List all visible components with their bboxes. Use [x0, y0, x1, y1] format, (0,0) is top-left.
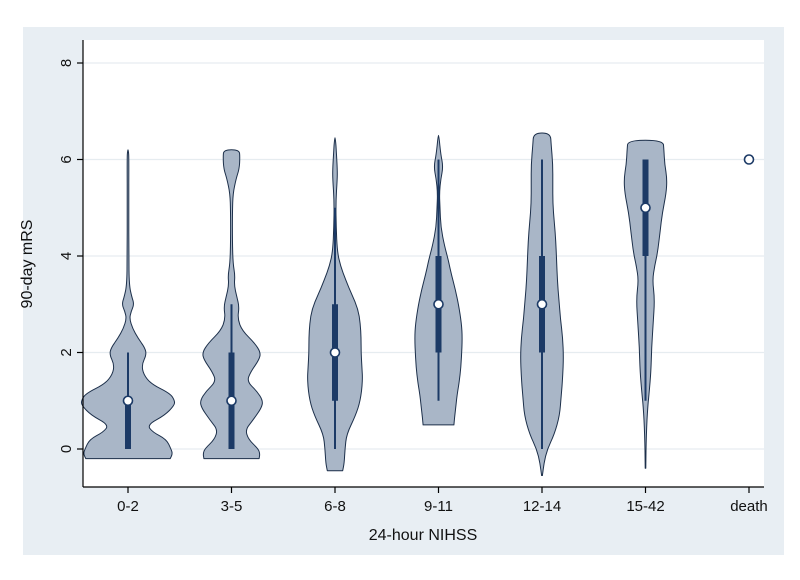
violin-9-11	[414, 134, 463, 426]
median-marker	[122, 395, 134, 407]
y-axis-title: 90-day mRS	[19, 220, 36, 309]
violin-0-2	[80, 149, 176, 460]
x-tick-label: 15-42	[626, 498, 664, 515]
x-tick-label: 9-11	[424, 498, 453, 515]
y-tick-label: 4	[58, 252, 75, 260]
x-tick-label: death	[730, 498, 768, 515]
y-tick-label: 0	[58, 445, 75, 453]
y-tick-label: 6	[58, 155, 75, 163]
violin-death	[743, 154, 755, 165]
violin-6-8	[307, 137, 363, 472]
median-marker	[640, 202, 651, 214]
violin-shape	[80, 149, 176, 460]
median-marker	[743, 154, 755, 165]
x-tick-label: 0-2	[117, 498, 139, 515]
median-marker	[433, 298, 444, 310]
violin-15-42	[623, 139, 668, 469]
violin-shape	[200, 149, 263, 460]
x-axis-title: 24-hour NIHSS	[369, 527, 478, 544]
violin-group	[80, 132, 755, 476]
x-tick-label: 6-8	[324, 498, 346, 515]
axes: 0 2 4 6 8 0-2 3-5 6-8 9-11 12-14 15-42 death	[58, 40, 768, 515]
median-marker	[329, 347, 341, 358]
y-tick-label: 8	[58, 59, 75, 67]
x-tick-label: 12-14	[523, 498, 561, 515]
y-tick-label: 2	[58, 348, 75, 356]
violin-3-5	[200, 149, 263, 460]
violin-iqr-box	[125, 400, 131, 449]
x-tick-label: 3-5	[221, 498, 243, 515]
median-marker	[536, 298, 548, 310]
median-marker	[226, 395, 237, 407]
violin-12-14	[520, 132, 564, 476]
